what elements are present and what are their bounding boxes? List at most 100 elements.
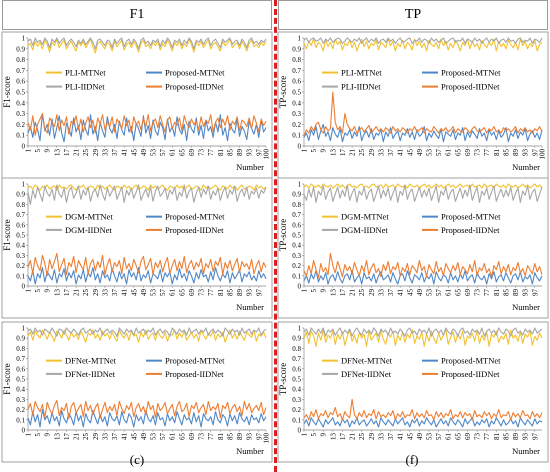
x-tick-label: 9 bbox=[320, 149, 328, 153]
y-tick-label: 0 bbox=[298, 283, 302, 291]
y-axis-label: TP-score bbox=[278, 219, 288, 252]
x-tick-label: 41 bbox=[397, 433, 405, 441]
series-line-proposed-iidnet bbox=[303, 91, 543, 136]
x-tick-label: 37 bbox=[387, 289, 395, 297]
x-tick-label: 17 bbox=[63, 289, 71, 297]
x-tick-label: 73 bbox=[474, 433, 482, 441]
x-axis-label: Number bbox=[512, 302, 540, 312]
series-line-proposed-iidnet bbox=[27, 399, 267, 420]
series-line-proposed-mtnet bbox=[303, 417, 543, 428]
x-tick-label: 53 bbox=[150, 433, 158, 441]
x-tick-label: 57 bbox=[159, 149, 167, 157]
y-tick-label: 0.7 bbox=[16, 67, 25, 75]
x-tick-label: 93 bbox=[246, 433, 254, 441]
x-tick-label: 13 bbox=[53, 149, 61, 157]
x-tick-label: 9 bbox=[44, 289, 52, 293]
x-tick-label: 85 bbox=[226, 149, 234, 157]
x-tick-label: 37 bbox=[111, 289, 119, 297]
x-tick-label: 65 bbox=[178, 433, 186, 441]
legend-label: PLI-MTNet bbox=[65, 68, 106, 78]
column-header-tp: TP bbox=[278, 0, 548, 30]
x-tick-label: 69 bbox=[464, 289, 472, 297]
x-tick-label: 89 bbox=[512, 433, 520, 441]
x-tick-label: 61 bbox=[445, 289, 453, 297]
y-tick-label: 0.4 bbox=[16, 99, 25, 107]
x-tick-label: 65 bbox=[454, 433, 462, 441]
panel-border bbox=[1, 321, 273, 463]
x-tick-label: 37 bbox=[111, 149, 119, 157]
x-tick-label: 13 bbox=[53, 289, 61, 297]
y-tick-label: 1 bbox=[22, 35, 26, 43]
y-tick-label: 0.3 bbox=[292, 252, 301, 260]
x-tick-label: 49 bbox=[416, 433, 424, 441]
legend-label: Proposed-MTNet bbox=[165, 68, 225, 78]
y-tick-label: 0.2 bbox=[16, 262, 25, 270]
legend-label: DGM-MTNet bbox=[65, 212, 113, 222]
x-tick-label: 17 bbox=[339, 433, 347, 441]
x-tick-label: 61 bbox=[169, 289, 177, 297]
series-line-proposed-iidnet bbox=[27, 113, 267, 136]
y-tick-label: 0.6 bbox=[16, 365, 25, 373]
y-tick-label: 0.7 bbox=[16, 355, 25, 363]
x-tick-label: 57 bbox=[159, 289, 167, 297]
y-tick-label: 0.4 bbox=[16, 386, 25, 394]
series-line-dgm-mtnet bbox=[303, 183, 543, 189]
y-tick-label: 0.1 bbox=[16, 272, 25, 280]
column-header-f1: F1 bbox=[2, 0, 272, 30]
legend-label: Proposed-IIDNet bbox=[165, 369, 224, 379]
x-tick-label: 5 bbox=[310, 433, 318, 437]
x-tick-label: 37 bbox=[387, 433, 395, 441]
x-tick-label: 25 bbox=[358, 433, 366, 441]
x-tick-label: 73 bbox=[474, 149, 482, 157]
series-line-proposed-mtnet bbox=[27, 267, 267, 285]
x-tick-label: 77 bbox=[483, 433, 491, 441]
series-line-dfnet-mtnet bbox=[303, 329, 543, 347]
y-tick-label: 0.9 bbox=[292, 191, 301, 199]
panel-border bbox=[1, 177, 273, 319]
x-tick-label: 57 bbox=[435, 149, 443, 157]
series-line-dfnet-iidnet bbox=[27, 327, 267, 337]
x-tick-label: 25 bbox=[358, 149, 366, 157]
y-tick-label: 0.4 bbox=[292, 99, 301, 107]
y-tick-label: 1 bbox=[298, 325, 302, 333]
y-tick-label: 0.3 bbox=[16, 396, 25, 404]
y-tick-label: 0.1 bbox=[292, 272, 301, 280]
y-tick-label: 0.2 bbox=[292, 262, 301, 270]
x-tick-label: 81 bbox=[217, 289, 225, 297]
y-tick-label: 0.3 bbox=[292, 110, 301, 118]
x-tick-label: 100 bbox=[539, 149, 547, 160]
x-tick-label: 29 bbox=[92, 433, 100, 441]
x-tick-label: 13 bbox=[53, 433, 61, 441]
legend-label: DFNet-IIDNet bbox=[65, 369, 116, 379]
series-line-dgm-iidnet bbox=[303, 184, 543, 203]
y-tick-label: 0 bbox=[22, 427, 26, 435]
x-axis-label: Number bbox=[512, 162, 540, 172]
y-tick-label: 0.5 bbox=[292, 89, 301, 97]
x-tick-label: 21 bbox=[73, 149, 81, 157]
red-dashed-divider bbox=[274, 0, 277, 472]
x-tick-label: 100 bbox=[263, 433, 271, 444]
x-tick-label: 17 bbox=[339, 149, 347, 157]
y-tick-label: 0.8 bbox=[292, 56, 301, 64]
x-tick-label: 5 bbox=[34, 289, 42, 293]
x-axis-label: Number bbox=[236, 162, 264, 172]
y-tick-label: 0.7 bbox=[292, 67, 301, 75]
x-tick-label: 41 bbox=[121, 289, 129, 297]
legend-label: DFNet-MTNet bbox=[65, 356, 117, 366]
x-tick-label: 21 bbox=[349, 289, 357, 297]
y-tick-label: 0.2 bbox=[16, 406, 25, 414]
x-tick-label: 49 bbox=[416, 149, 424, 157]
panel-border bbox=[277, 31, 549, 179]
x-tick-label: 45 bbox=[130, 289, 138, 297]
x-tick-label: 85 bbox=[226, 433, 234, 441]
x-tick-label: 57 bbox=[435, 289, 443, 297]
x-tick-label: 21 bbox=[349, 149, 357, 157]
y-tick-label: 0.1 bbox=[292, 132, 301, 140]
x-tick-label: 21 bbox=[73, 433, 81, 441]
x-tick-label: 33 bbox=[101, 289, 109, 297]
x-tick-label: 5 bbox=[310, 289, 318, 293]
x-tick-label: 73 bbox=[198, 433, 206, 441]
